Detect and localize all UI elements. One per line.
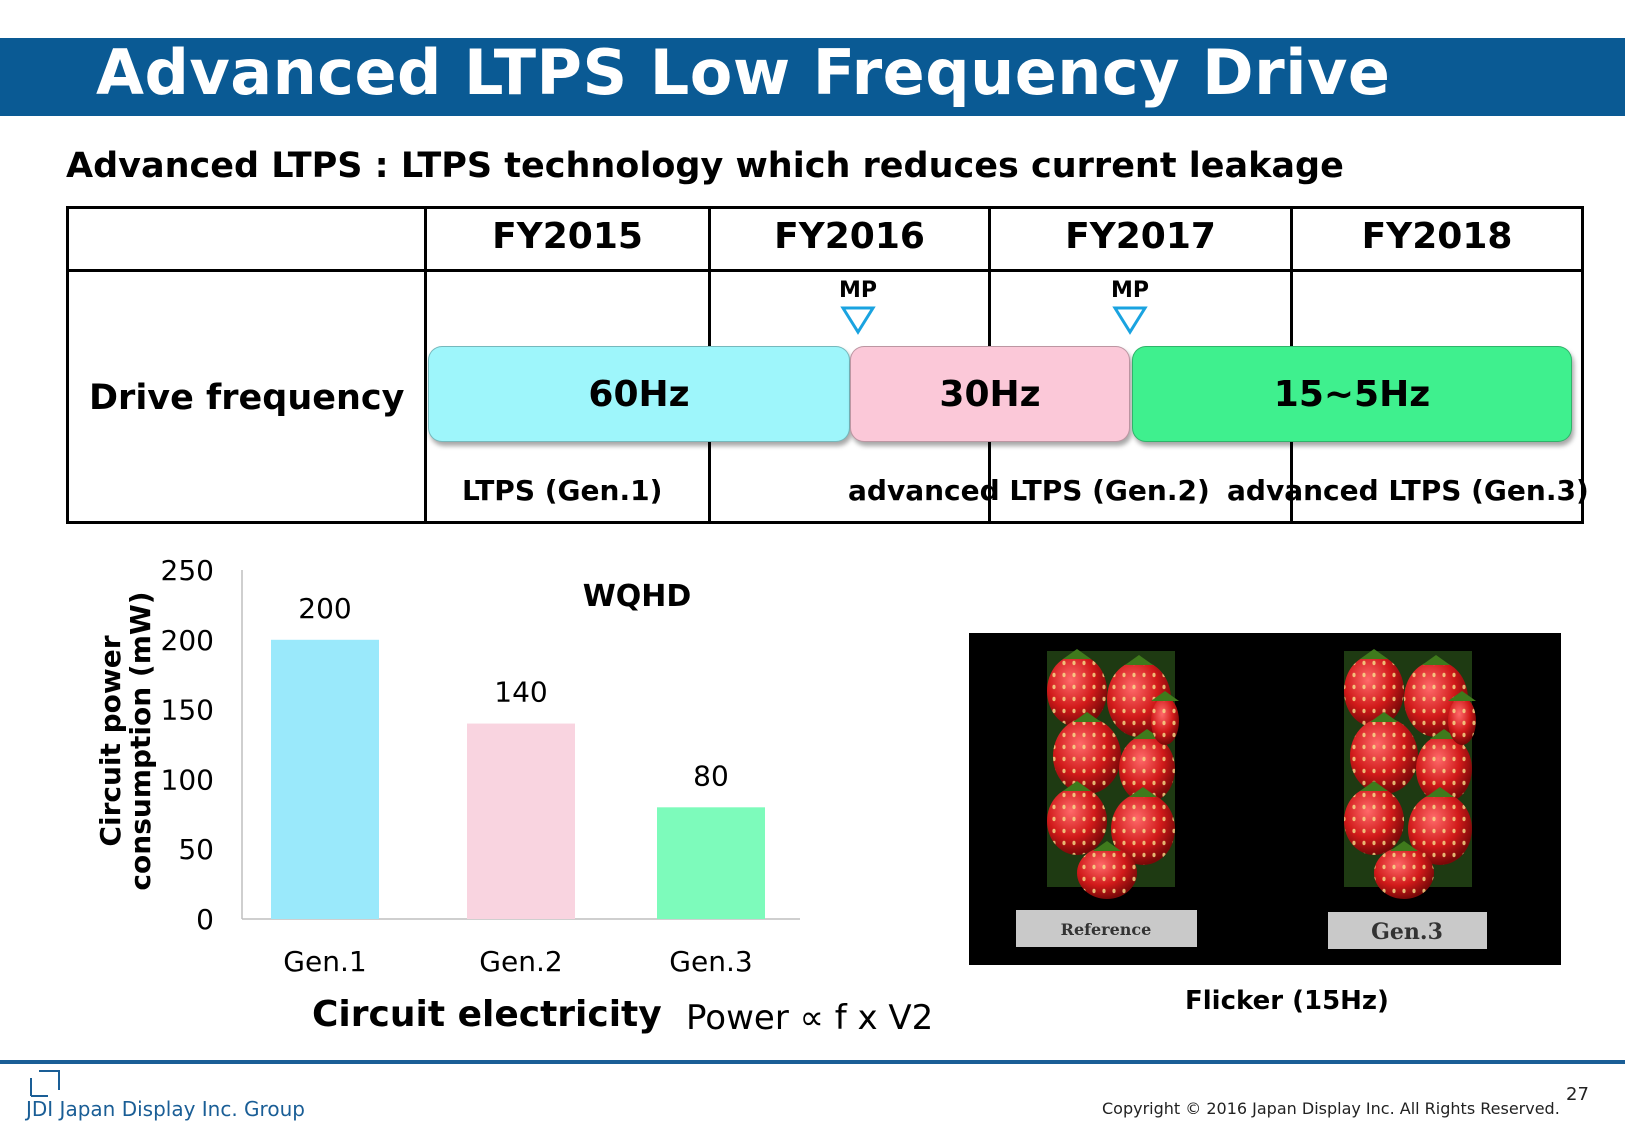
table-header-divider (66, 269, 1584, 272)
footer-divider (0, 1060, 1625, 1064)
frequency-bar-15-5hz: 15~5Hz (1132, 346, 1572, 442)
generation-label-gen1: LTPS (Gen.1) (462, 474, 663, 507)
x-tick-label: Gen.3 (669, 945, 752, 978)
gen3-label: Gen.3 (1371, 919, 1443, 945)
y-tick-label: 250 (161, 554, 214, 587)
chart-caption: Circuit electricity (312, 994, 662, 1035)
year-header-fy2017: FY2017 (1065, 216, 1216, 257)
y-tick-label: 0 (196, 903, 214, 936)
reference-screen (1047, 649, 1179, 899)
bar (657, 807, 765, 919)
milestone-label: MP (1110, 278, 1150, 303)
power-consumption-chart: Circuit powerconsumption (mW) WQHD 0 50 10… (94, 554, 800, 978)
frequency-bar-label: 30Hz (939, 373, 1041, 415)
page-number: 27 (1566, 1084, 1589, 1105)
page-title: Advanced LTPS Low Frequency Drive (96, 36, 1391, 109)
x-tick-label: Gen.2 (479, 945, 562, 978)
milestone-triangle-icon (1112, 306, 1148, 335)
strawberry-photo: Reference Gen.3 (1016, 649, 1487, 949)
roadmap-table (66, 206, 1584, 524)
photo-caption: Flicker (15Hz) (1185, 986, 1389, 1016)
y-tick-label: 200 (161, 624, 214, 657)
milestone-triangle-icon (840, 306, 876, 335)
bar (271, 639, 379, 919)
title-bar (0, 38, 1625, 116)
y-axis-label: Circuit powerconsumption (mW) (94, 591, 157, 890)
data-label: 200 (298, 592, 351, 625)
jdi-logo-icon (30, 1070, 60, 1097)
subtitle: Advanced LTPS : LTPS technology which re… (66, 146, 1344, 186)
frequency-bar-30hz: 30Hz (850, 346, 1130, 442)
frequency-bar-label: 60Hz (588, 373, 690, 415)
footer-brand: JDI Japan Display Inc. Group (26, 1097, 305, 1121)
frequency-bar-label: 15~5Hz (1273, 373, 1431, 415)
flicker-comparison-photo: Reference Gen.3 (969, 633, 1561, 965)
data-label: 140 (494, 676, 547, 709)
gen3-screen (1344, 649, 1476, 899)
power-formula: Power ∝ f x V2 (686, 998, 934, 1038)
y-tick-label: 100 (161, 763, 214, 796)
table-col-divider (424, 206, 427, 524)
reference-label: Reference (1061, 920, 1152, 939)
generation-label-gen3: advanced LTPS (Gen.3) (1227, 474, 1589, 507)
year-header-fy2018: FY2018 (1361, 216, 1513, 257)
copyright: Copyright © 2016 Japan Display Inc. All … (1102, 1099, 1560, 1118)
generation-label-gen2: advanced LTPS (Gen.2) (848, 474, 1210, 507)
data-label: 80 (693, 759, 729, 792)
milestone-label: MP (838, 278, 878, 303)
x-tick-label: Gen.1 (283, 945, 366, 978)
frequency-bar-60hz: 60Hz (428, 346, 850, 442)
y-tick-label: 50 (178, 833, 214, 866)
row-label-drive-frequency: Drive frequency (89, 378, 405, 418)
chart-title: WQHD (583, 579, 692, 614)
year-header-fy2015: FY2015 (492, 216, 643, 257)
y-tick-label: 150 (161, 694, 214, 727)
year-header-fy2016: FY2016 (774, 216, 925, 257)
bar (467, 723, 575, 919)
